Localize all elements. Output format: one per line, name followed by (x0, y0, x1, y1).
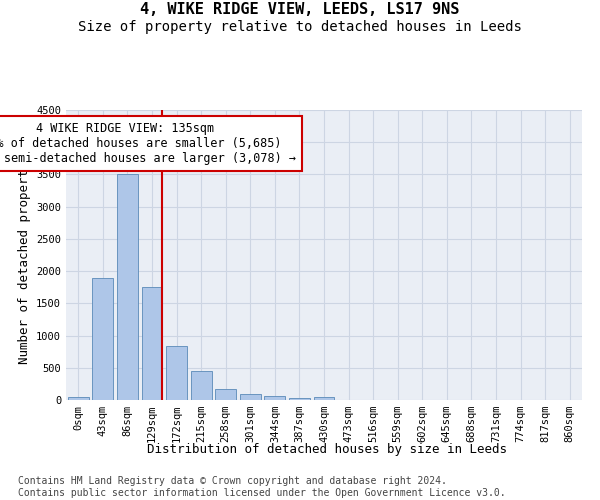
Bar (68, 397, 89, 400)
Text: Contains HM Land Registry data © Crown copyright and database right 2024.
Contai: Contains HM Land Registry data © Crown c… (18, 476, 506, 498)
Bar (166, 346, 187, 400)
Bar (265, 396, 286, 400)
Bar (314, 397, 334, 400)
Bar (117, 174, 138, 400)
Text: 4, WIKE RIDGE VIEW, LEEDS, LS17 9NS: 4, WIKE RIDGE VIEW, LEEDS, LS17 9NS (140, 2, 460, 18)
Bar (92, 278, 113, 400)
Text: Distribution of detached houses by size in Leeds: Distribution of detached houses by size … (147, 442, 507, 456)
Bar (215, 388, 236, 400)
Bar (191, 371, 212, 400)
Y-axis label: Number of detached properties: Number of detached properties (17, 146, 31, 364)
Text: Size of property relative to detached houses in Leeds: Size of property relative to detached ho… (78, 20, 522, 34)
Text: 4 WIKE RIDGE VIEW: 135sqm
← 64% of detached houses are smaller (5,685)
35% of se: 4 WIKE RIDGE VIEW: 135sqm ← 64% of detac… (0, 122, 296, 164)
Bar (240, 394, 261, 400)
Bar (289, 398, 310, 400)
Bar (142, 287, 163, 400)
